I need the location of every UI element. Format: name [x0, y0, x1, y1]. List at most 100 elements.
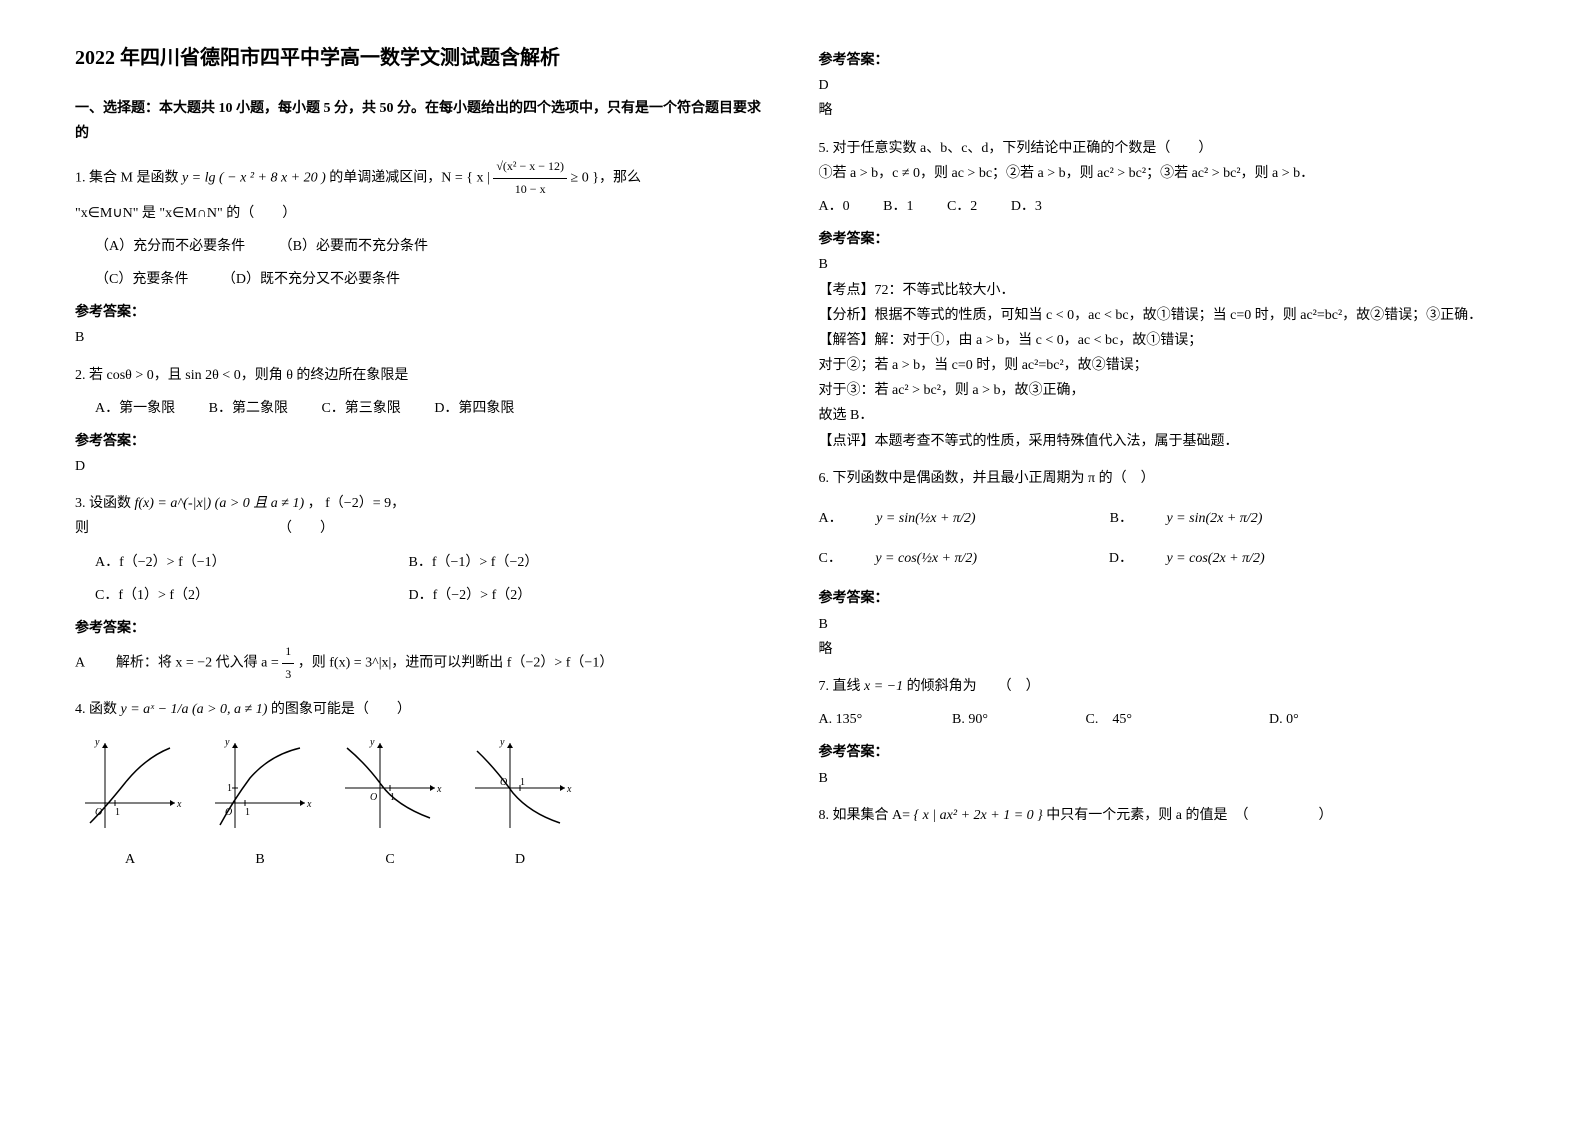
q4-func: y = aˣ − 1/a (a > 0, a ≠ 1) — [121, 702, 268, 717]
q4-label-B: B — [205, 847, 315, 872]
q2-options: A．第一象限 B．第二象限 C．第三象限 D．第四象限 — [95, 396, 769, 421]
q6-ans: B — [819, 612, 1513, 637]
q1-frac-den: 10 − x — [493, 179, 567, 201]
q6-optB: y = sin(2x + π/2) — [1166, 506, 1262, 531]
q3-stem-c: 则 （ ） — [75, 516, 769, 541]
q8-stem-b: 中只有一个元素，则 a 的值是 （ ） — [1046, 808, 1332, 823]
q4-graph-C: O 1 x y C — [335, 733, 445, 872]
q5-optC: C．2 — [947, 194, 977, 219]
q4-stem-a: 4. 函数 — [75, 702, 121, 717]
q5-jieda3: 对于③：若 ac² > bc²，则 a > b，故③正确， — [819, 378, 1513, 403]
q3-optC: C．f（1）> f（2） — [95, 583, 375, 608]
q7-optD: D. 0° — [1269, 707, 1299, 732]
svg-text:1: 1 — [227, 783, 232, 794]
q1-ans-label: 参考答案： — [75, 300, 769, 325]
q4-graph-B: O 1 1 x y B — [205, 733, 315, 872]
left-column: 2022 年四川省德阳市四平中学高一数学文测试题含解析 一、选择题：本大题共 1… — [50, 40, 794, 882]
question-5: 5. 对于任意实数 a、b、c、d，下列结论中正确的个数是（ ） ①若 a > … — [819, 136, 1513, 220]
right-column: 参考答案： D 略 5. 对于任意实数 a、b、c、d，下列结论中正确的个数是（… — [794, 40, 1538, 882]
q3-expl: 解析：将 x = −2 代入得 a = — [116, 656, 282, 671]
q3-expl-b: ，则 f(x) = 3^|x|，进而可以判断出 f（−2）> f（−1） — [298, 656, 614, 671]
q1-stem-a: 1. 集合 M 是函数 — [75, 171, 182, 186]
q1-options-row1: （A）充分而不必要条件 （B）必要而不充分条件 — [95, 234, 769, 259]
q5-jieda2: 对于②；若 a > b，当 c=0 时，则 ac²=bc²，故②错误； — [819, 353, 1513, 378]
q3-ans: A 解析：将 x = −2 代入得 a = 1 3 ，则 f(x) = 3^|x… — [75, 641, 769, 685]
question-4: 4. 函数 y = aˣ − 1/a (a > 0, a ≠ 1) 的图象可能是… — [75, 697, 769, 722]
q1-ans: B — [75, 325, 769, 350]
q6-optC: y = cos(½x + π/2) — [875, 546, 1075, 571]
q4-graphs: O 1 x y A O 1 1 x y — [75, 733, 769, 872]
q4-ans: D — [819, 73, 1513, 98]
graph-A-svg: O 1 x y — [75, 733, 185, 833]
svg-text:O: O — [500, 777, 507, 788]
q5-jieda4: 故选 B． — [819, 403, 1513, 428]
q1-optC: （C）充要条件 — [95, 267, 188, 292]
q3-frac-den: 3 — [282, 664, 294, 686]
question-6: 6. 下列函数中是偶函数，并且最小正周期为 π 的（ ） A． y = sin(… — [819, 466, 1513, 572]
question-7: 7. 直线 x = −1 的倾斜角为 （ ） A. 135° B. 90° C.… — [819, 674, 1513, 732]
doc-title: 2022 年四川省德阳市四平中学高一数学文测试题含解析 — [75, 40, 769, 76]
q4-ans-label: 参考答案： — [819, 48, 1513, 73]
q5-fenxi: 【分析】根据不等式的性质，可知当 c < 0，ac < bc，故①错误；当 c=… — [819, 303, 1513, 328]
q6-optA-pre: A． — [819, 506, 843, 531]
q3-options-row2: C．f（1）> f（2） D．f（−2）> f（2） — [95, 583, 769, 608]
q5-optD: D．3 — [1011, 194, 1042, 219]
svg-text:1: 1 — [520, 777, 525, 788]
q4-graph-A: O 1 x y A — [75, 733, 185, 872]
q1-optA: （A）充分而不必要条件 — [95, 234, 245, 259]
q7-func: x = −1 — [864, 679, 903, 694]
graph-D-svg: O 1 x y — [465, 733, 575, 833]
q2-ans: D — [75, 454, 769, 479]
question-1: 1. 集合 M 是函数 y = lg ( − x ² + 8 x + 20 ) … — [75, 156, 769, 292]
q6-options-row2: C． y = cos(½x + π/2) D． y = cos(2x + π/2… — [819, 546, 1513, 571]
q1-stem-d: "x∈M∪N" 是 "x∈M∩N" 的（ ） — [75, 201, 769, 226]
q6-optD-pre: D． — [1109, 546, 1133, 571]
q8-stem-a: 8. 如果集合 A= — [819, 808, 911, 823]
q5-optA: A．0 — [819, 194, 850, 219]
q6-stem: 6. 下列函数中是偶函数，并且最小正周期为 π 的（ ） — [819, 466, 1513, 491]
q3-optB: B．f（−1）> f（−2） — [409, 550, 539, 575]
q4-label-C: C — [335, 847, 445, 872]
svg-text:x: x — [566, 784, 572, 795]
q3-stem-b: ， f（−2）= 9， — [308, 496, 405, 511]
q6-ans-label: 参考答案： — [819, 586, 1513, 611]
q7-ans: B — [819, 766, 1513, 791]
svg-text:y: y — [94, 737, 100, 748]
q5-options: A．0 B．1 C．2 D．3 — [819, 194, 1513, 219]
question-3: 3. 设函数 f(x) = a^(-|x|) (a > 0 且 a ≠ 1) ，… — [75, 491, 769, 608]
q1-options-row2: （C）充要条件 （D）既不充分又不必要条件 — [95, 267, 769, 292]
q7-optC: C. 45° — [1086, 707, 1236, 732]
q3-stem-a: 3. 设函数 — [75, 496, 135, 511]
q1-stem-c: ≥ 0 }，那么 — [571, 171, 641, 186]
q5-optB: B．1 — [883, 194, 913, 219]
q2-ans-label: 参考答案： — [75, 429, 769, 454]
q7-options: A. 135° B. 90° C. 45° D. 0° — [819, 707, 1513, 732]
q7-optA: A. 135° — [819, 707, 919, 732]
q5-ans: B — [819, 252, 1513, 277]
svg-text:1: 1 — [115, 807, 120, 818]
graph-C-svg: O 1 x y — [335, 733, 445, 833]
svg-text:y: y — [499, 737, 505, 748]
q4-label-A: A — [75, 847, 185, 872]
q4-stem-b: 的图象可能是（ ） — [271, 702, 411, 717]
svg-text:x: x — [176, 799, 182, 810]
q5-line: ①若 a > b，c ≠ 0，则 ac > bc；②若 a > b，则 ac² … — [819, 161, 1513, 186]
q3-ans-a: A — [75, 656, 84, 671]
graph-B-svg: O 1 1 x y — [205, 733, 315, 833]
q2-optC: C．第三象限 — [321, 396, 400, 421]
q1-frac-num: √(x² − x − 12) — [493, 156, 567, 179]
q7-stem-b: 的倾斜角为 （ ） — [907, 679, 1040, 694]
q3-frac: 1 3 — [282, 641, 294, 685]
q6-optC-pre: C． — [819, 546, 842, 571]
svg-text:x: x — [436, 784, 442, 795]
q3-optD: D．f（−2）> f（2） — [409, 583, 532, 608]
q4-ans-extra: 略 — [819, 98, 1513, 123]
q3-frac-num: 1 — [282, 641, 294, 664]
q1-func: y = lg ( − x ² + 8 x + 20 ) — [182, 171, 326, 186]
q3-optA: A．f（−2）> f（−1） — [95, 550, 375, 575]
q1-optD: （D）既不充分又不必要条件 — [222, 267, 400, 292]
svg-text:y: y — [369, 737, 375, 748]
q2-optD: D．第四象限 — [434, 396, 514, 421]
q7-stem-a: 7. 直线 — [819, 679, 865, 694]
q6-optA: y = sin(½x + π/2) — [876, 506, 1076, 531]
